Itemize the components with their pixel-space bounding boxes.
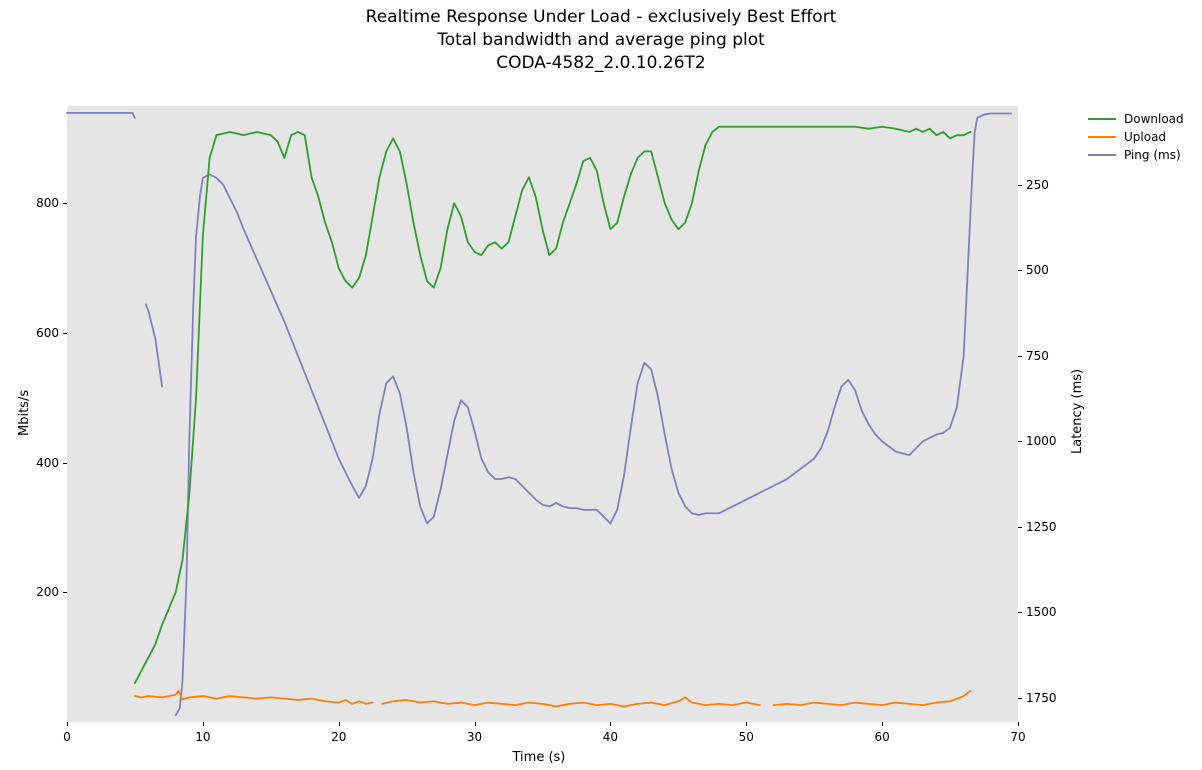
- yr-tick-mark: [1018, 441, 1022, 442]
- x-tick-label: 0: [63, 730, 71, 744]
- x-tick-mark: [203, 722, 204, 726]
- yl-tick-mark: [63, 333, 67, 334]
- yl-tick-label: 600: [36, 326, 59, 340]
- yr-tick-label: 1250: [1026, 520, 1057, 534]
- legend-label: Upload: [1124, 130, 1166, 144]
- x-tick-label: 60: [875, 730, 890, 744]
- plot-area: [67, 106, 1018, 722]
- x-tick-mark: [475, 722, 476, 726]
- yr-tick-label: 1500: [1026, 605, 1057, 619]
- yl-tick-mark: [63, 463, 67, 464]
- legend-swatch: [1088, 136, 1116, 138]
- yr-tick-label: 500: [1026, 263, 1049, 277]
- yl-tick-mark: [63, 592, 67, 593]
- x-tick-mark: [882, 722, 883, 726]
- title-line-1: Realtime Response Under Load - exclusive…: [0, 6, 1202, 29]
- x-tick-label: 30: [467, 730, 482, 744]
- x-axis-label: Time (s): [513, 750, 566, 765]
- y-axis-right-label: Latency (ms): [1070, 369, 1085, 454]
- chart-container: Realtime Response Under Load - exclusive…: [0, 0, 1202, 770]
- y-axis-left-label: Mbits/s: [17, 390, 32, 436]
- x-tick-label: 40: [603, 730, 618, 744]
- title-line-2: Total bandwidth and average ping plot: [0, 29, 1202, 52]
- legend-swatch: [1088, 118, 1116, 120]
- legend-label: Download: [1124, 112, 1184, 126]
- yr-tick-label: 750: [1026, 349, 1049, 363]
- yr-tick-mark: [1018, 270, 1022, 271]
- series-layer: [67, 106, 1018, 722]
- yl-tick-label: 800: [36, 196, 59, 210]
- yl-tick-label: 200: [36, 585, 59, 599]
- legend-item: Upload: [1088, 128, 1184, 146]
- x-tick-mark: [67, 722, 68, 726]
- yr-tick-mark: [1018, 612, 1022, 613]
- legend-item: Download: [1088, 110, 1184, 128]
- x-tick-mark: [610, 722, 611, 726]
- x-tick-mark: [339, 722, 340, 726]
- x-tick-label: 50: [739, 730, 754, 744]
- yr-tick-mark: [1018, 698, 1022, 699]
- legend: Download Upload Ping (ms): [1088, 110, 1184, 164]
- title-line-3: CODA-4582_2.0.10.26T2: [0, 52, 1202, 75]
- x-tick-label: 70: [1010, 730, 1025, 744]
- legend-swatch: [1088, 154, 1116, 156]
- x-tick-mark: [746, 722, 747, 726]
- yr-tick-label: 1750: [1026, 691, 1057, 705]
- x-tick-label: 20: [331, 730, 346, 744]
- legend-item: Ping (ms): [1088, 146, 1184, 164]
- x-tick-mark: [1018, 722, 1019, 726]
- yr-tick-mark: [1018, 356, 1022, 357]
- yr-tick-mark: [1018, 185, 1022, 186]
- yr-tick-mark: [1018, 527, 1022, 528]
- yl-tick-label: 400: [36, 456, 59, 470]
- yr-tick-label: 250: [1026, 178, 1049, 192]
- chart-title: Realtime Response Under Load - exclusive…: [0, 6, 1202, 75]
- legend-label: Ping (ms): [1124, 148, 1181, 162]
- yl-tick-mark: [63, 203, 67, 204]
- yr-tick-label: 1000: [1026, 434, 1057, 448]
- x-tick-label: 10: [195, 730, 210, 744]
